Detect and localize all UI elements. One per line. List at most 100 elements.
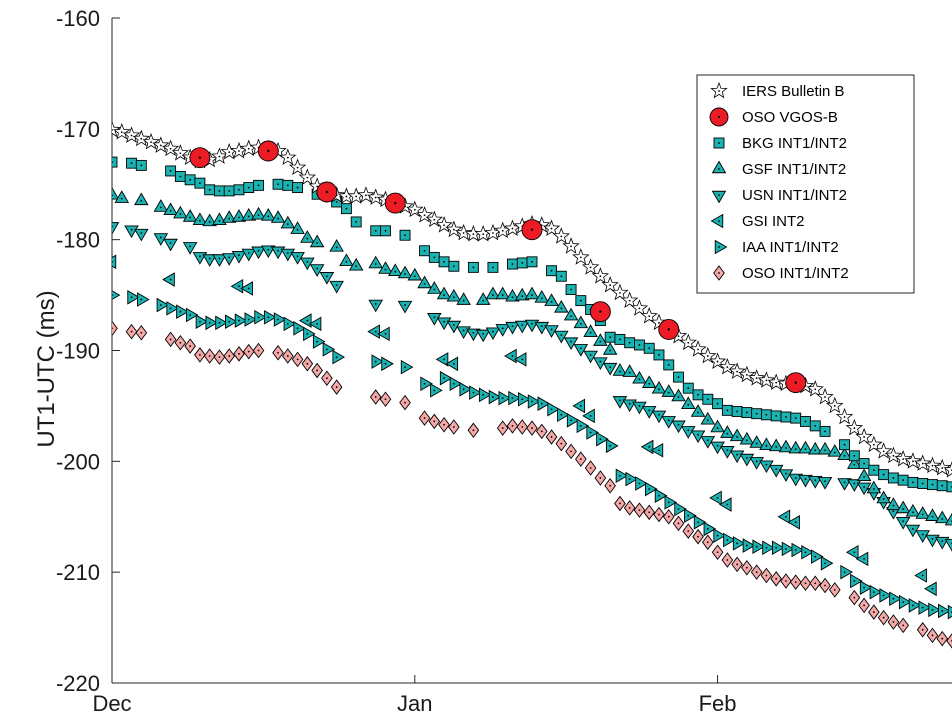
data-point: [934, 510, 950, 524]
data-point-dot: [443, 320, 445, 323]
data-point-dot: [638, 405, 641, 407]
data-point-dot: [501, 427, 504, 429]
data-point-dot: [843, 571, 846, 574]
legend-marker-dot: [718, 220, 720, 222]
data-point: [583, 350, 598, 364]
data-point-dot: [208, 221, 211, 223]
data-point-dot: [902, 479, 905, 482]
data-series: [112, 120, 952, 649]
data-point-dot: [247, 186, 250, 189]
data-point: [221, 253, 237, 266]
data-point: [329, 280, 344, 294]
data-point: [195, 314, 209, 329]
data-point: [378, 261, 393, 274]
data-point-dot: [745, 544, 748, 547]
data-point: [300, 230, 315, 243]
data-point: [127, 290, 140, 305]
data-point: [436, 286, 452, 300]
data-point: [886, 497, 901, 510]
data-point-dot: [814, 388, 817, 391]
data-point: [202, 213, 217, 227]
data-point-dot: [726, 432, 729, 435]
data-point-dot: [384, 332, 387, 335]
data-point: [547, 401, 560, 417]
data-point-dot: [560, 235, 563, 238]
data-point: [162, 272, 175, 287]
data-point-dot: [872, 611, 875, 613]
data-point-dot: [697, 348, 699, 351]
data-point: [488, 389, 502, 405]
data-point-dot: [452, 228, 455, 231]
data-point-dot: [218, 219, 221, 222]
data-point-dot: [550, 227, 553, 230]
data-point-dot: [511, 397, 514, 400]
data-point: [889, 591, 902, 607]
data-point-dot: [277, 351, 279, 354]
data-point-dot: [521, 324, 524, 326]
data-point: [261, 207, 276, 221]
data-point: [593, 333, 608, 346]
data-point-dot: [765, 574, 768, 577]
data-point-dot: [335, 246, 338, 249]
data-point-dot: [677, 423, 680, 426]
x-tick-label: Jan: [397, 691, 432, 716]
data-point-dot: [257, 316, 260, 319]
data-point-dot: [238, 254, 240, 257]
data-point-dot: [482, 332, 485, 335]
data-point-dot: [863, 485, 865, 488]
data-point-dot: [384, 398, 387, 401]
data-point: [915, 506, 930, 519]
data-point-dot: [716, 534, 719, 537]
data-point-dot: [941, 637, 944, 640]
data-point-dot: [589, 414, 592, 417]
data-point-dot: [697, 433, 699, 436]
data-point-dot: [404, 366, 406, 369]
data-point-dot: [785, 580, 787, 582]
data-point: [173, 205, 188, 219]
data-point: [163, 238, 178, 252]
data-point-dot: [853, 463, 856, 466]
data-point-dot: [335, 284, 338, 287]
legend-marker-dot: [718, 272, 720, 274]
data-point-dot: [921, 462, 924, 465]
data-point: [505, 288, 520, 302]
data-point-dot: [277, 249, 279, 252]
data-point-dot: [687, 403, 690, 406]
data-point: [855, 551, 869, 567]
data-point: [925, 534, 940, 548]
data-point-dot: [931, 538, 934, 540]
data-point-dot: [247, 252, 250, 254]
data-point-dot: [140, 199, 143, 202]
data-point: [466, 328, 481, 342]
data-point: [710, 441, 725, 455]
data-point: [244, 312, 258, 327]
data-point-dot: [433, 420, 436, 423]
data-point-dot: [775, 414, 778, 417]
data-point-dot: [892, 597, 895, 600]
data-point: [946, 633, 952, 649]
data-point-dot: [335, 201, 338, 203]
data-point: [768, 464, 784, 478]
data-point-dot: [355, 195, 358, 198]
data-point-dot: [277, 183, 279, 186]
data-point: [615, 468, 629, 484]
data-point-dot: [159, 144, 162, 147]
data-point-dot: [814, 582, 817, 585]
data-point-dot: [374, 196, 377, 199]
data-point-dot: [472, 391, 475, 394]
data-point-dot: [892, 510, 895, 513]
data-point: [322, 342, 336, 357]
data-point-dot: [316, 323, 319, 325]
data-point-dot: [941, 610, 944, 612]
data-point-dot: [755, 412, 758, 415]
data-point: [788, 440, 803, 454]
data-point: [641, 406, 657, 419]
data-point: [563, 307, 579, 321]
data-point-dot: [882, 616, 885, 619]
legend: IERS Bulletin B OSO VGOS-B BKG INT1/INT2 GS…: [696, 74, 915, 294]
data-point-dot: [296, 327, 299, 330]
data-point: [112, 186, 120, 200]
data-point-dot: [599, 477, 602, 479]
data-point-dot: [765, 546, 768, 549]
data-point-dot: [648, 488, 651, 490]
